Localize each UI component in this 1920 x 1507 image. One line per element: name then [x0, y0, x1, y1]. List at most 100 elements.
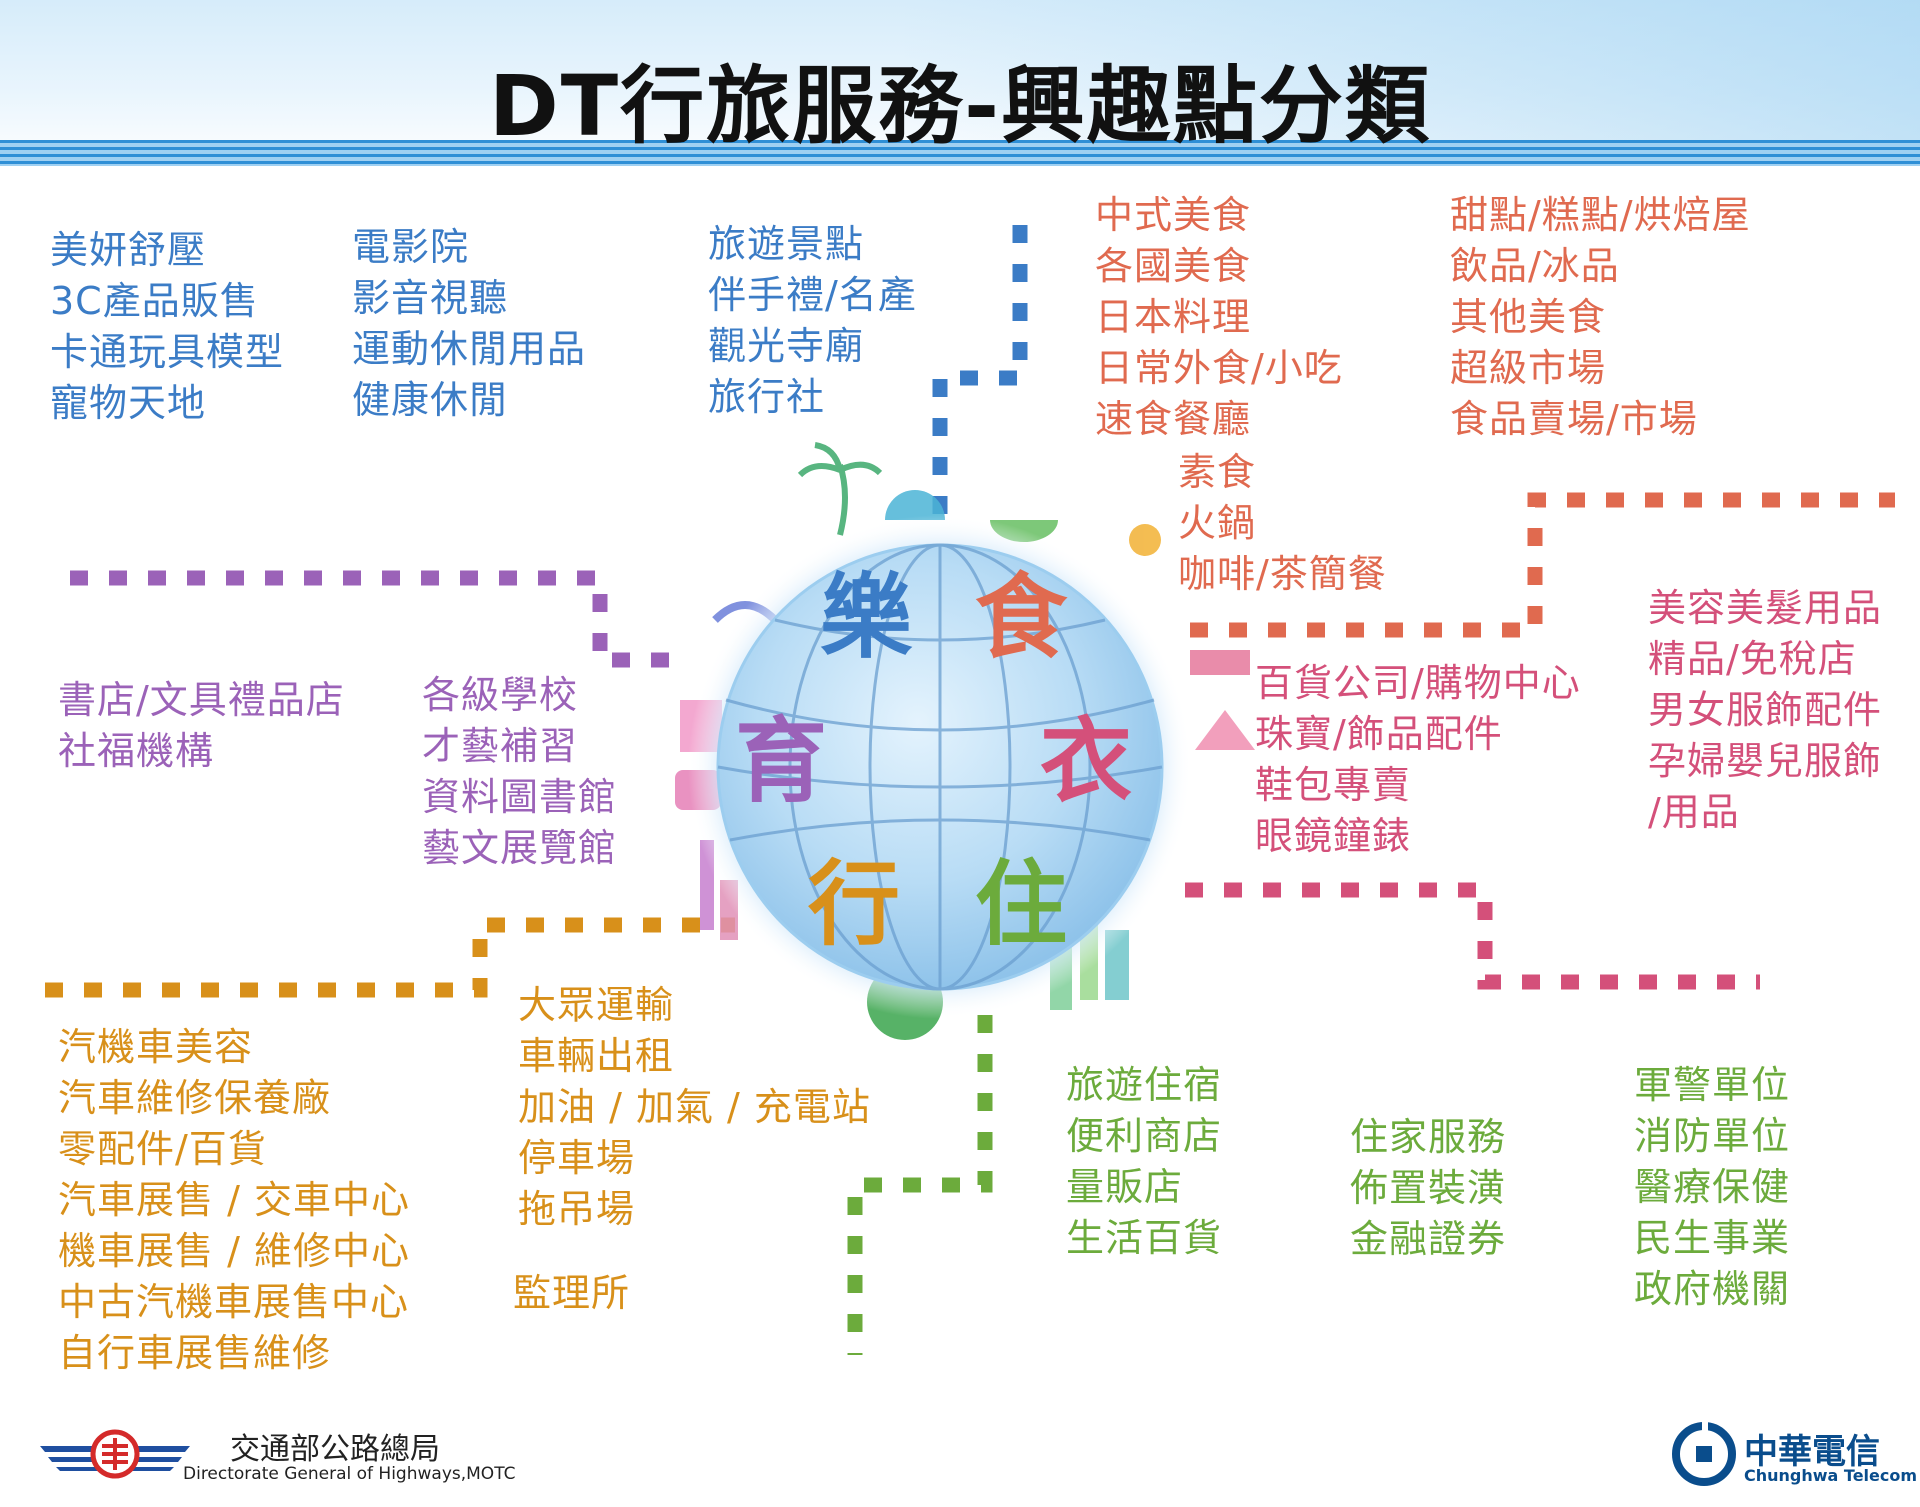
category-item: 健康休閒 — [352, 378, 509, 422]
category-item: 3C產品販售 — [50, 279, 259, 323]
category-item: 政府機關 — [1634, 1267, 1791, 1311]
connector-green — [847, 1015, 993, 1355]
category-item: 精品/免稅店 — [1648, 637, 1857, 681]
category-item: 住家服務 — [1350, 1115, 1507, 1159]
category-item: 火鍋 — [1178, 501, 1257, 545]
category-item: 美容美髮用品 — [1648, 586, 1883, 630]
category-item: 電影院 — [352, 225, 470, 269]
category-item: 卡通玩具模型 — [50, 330, 285, 374]
chunghwa-telecom-logo: 中華電信 Chunghwa Telecom — [1672, 1422, 1917, 1490]
category-item: 旅遊景點 — [708, 222, 865, 266]
category-item: 才藝補習 — [422, 724, 579, 768]
category-item: 運動休閒用品 — [352, 327, 587, 371]
category-item: 超級市場 — [1450, 346, 1607, 390]
category-item: 甜點/糕點/烘焙屋 — [1450, 193, 1751, 237]
shoe-icon — [1190, 650, 1250, 675]
category-item: 影音視聽 — [352, 276, 509, 320]
category-item: 旅遊住宿 — [1066, 1063, 1223, 1107]
category-item: 加油 / 加氣 / 充電站 — [518, 1085, 871, 1129]
category-item: 汽車展售 / 交車中心 — [58, 1178, 410, 1222]
category-item: 藝文展覽館 — [422, 826, 618, 870]
page-title: DT行旅服務-興趣點分類 — [489, 57, 1431, 155]
category-item: 消防單位 — [1634, 1114, 1791, 1158]
category-item: 觀光寺廟 — [708, 324, 865, 368]
shi-list-1b: 素食火鍋咖啡/茶簡餐 — [1178, 447, 1387, 600]
chunghwa-name-zh: 中華電信 — [1744, 1432, 1880, 1472]
category-item: 中式美食 — [1095, 193, 1252, 237]
category-item: 金融證券 — [1350, 1217, 1507, 1261]
connector-red — [1190, 492, 1895, 638]
category-item: 生活百貨 — [1066, 1216, 1223, 1260]
yi-list-1: 百貨公司/購物中心 珠寶/飾品配件 鞋包專賣 眼鏡鐘錶 — [1255, 658, 1581, 862]
xing-list-1: 汽機車美容汽車維修保養廠 零配件/百貨汽車展售 / 交車中心 機車展售 / 維修中心… — [58, 1022, 410, 1379]
category-item: 日常外食/小吃 — [1095, 346, 1343, 390]
xing-item-dmv: 監理所 — [513, 1271, 631, 1315]
category-item: 量販店 — [1066, 1165, 1184, 1209]
umbrella-icon — [885, 490, 945, 520]
category-item: 社福機構 — [58, 729, 215, 773]
globe-char-zhu: 住 — [975, 851, 1068, 958]
palm-tree-icon — [797, 442, 883, 536]
category-item: 飲品/冰品 — [1450, 244, 1620, 288]
category-item: 機車展售 / 維修中心 — [58, 1229, 410, 1273]
category-item: 食品賣場/市場 — [1450, 397, 1698, 441]
category-item: 車輛出租 — [518, 1034, 675, 1078]
category-item: 男女服飾配件 — [1648, 688, 1883, 732]
category-item: 咖啡/茶簡餐 — [1178, 552, 1387, 596]
category-item: 旅行社 — [708, 375, 826, 419]
category-item: 眼鏡鐘錶 — [1255, 814, 1412, 858]
category-item: 伴手禮/名產 — [708, 273, 917, 317]
category-item: 寵物天地 — [50, 381, 207, 425]
globe-parallel — [717, 765, 1163, 789]
xing-list-2: 大眾運輸車輛出租加油 / 加氣 / 充電站 停車場拖吊場 — [518, 980, 871, 1235]
dress-icon — [1195, 710, 1255, 750]
category-item: 孕婦嬰兒服飾 — [1648, 739, 1883, 783]
category-item: 醫療保健 — [1634, 1165, 1791, 1209]
category-item: 汽機車美容 — [58, 1025, 254, 1069]
highway-emblem-icon — [40, 1429, 190, 1479]
globe-char-yu: 育 — [735, 708, 828, 815]
category-item: 美妍舒壓 — [50, 228, 207, 272]
category-item: 各國美食 — [1095, 244, 1252, 288]
zhu-list-1: 旅遊住宿便利商店量販店生活百貨 — [1066, 1060, 1222, 1264]
category-item: 佈置裝潢 — [1350, 1166, 1507, 1210]
le-list-1: 美妍舒壓 3C產品販售 卡通玩具模型 寵物天地 — [50, 225, 284, 429]
category-item: 鞋包專賣 — [1255, 763, 1412, 807]
globe-parallel — [729, 818, 1151, 842]
category-item: 中古汽機車展售中心 — [58, 1280, 410, 1324]
category-item: 自行車展售維修 — [58, 1331, 332, 1375]
globe-parallel — [774, 618, 1106, 642]
highway-bureau-name-en: Directorate General of Highways,MOTC — [183, 1464, 516, 1484]
highway-bureau-name-zh: 交通部公路總局 — [230, 1432, 440, 1467]
le-list-2: 電影院影音視聽運動休閒用品 健康休閒 — [352, 222, 586, 426]
le-list-3: 旅遊景點伴手禮/名產 觀光寺廟旅行社 — [708, 219, 917, 423]
category-item: 其他美食 — [1450, 295, 1607, 339]
category-item: 各級學校 — [422, 673, 579, 717]
category-item: 零配件/百貨 — [58, 1127, 267, 1171]
category-item: 素食 — [1178, 450, 1257, 494]
category-item: 便利商店 — [1066, 1114, 1223, 1158]
category-item: 民生事業 — [1634, 1216, 1791, 1260]
chunghwa-name-en: Chunghwa Telecom — [1744, 1466, 1918, 1485]
globe-char-yi: 衣 — [1040, 708, 1133, 815]
category-item: 拖吊場 — [518, 1187, 636, 1231]
category-item: 汽車維修保養廠 — [58, 1076, 332, 1120]
header-swoosh — [900, 0, 1920, 140]
category-item: 書店/文具禮品店 — [58, 678, 345, 722]
sun-icon — [1129, 524, 1161, 556]
globe-char-le: 樂 — [820, 564, 913, 671]
yu-list-1: 書店/文具禮品店 社福機構 — [58, 675, 345, 777]
shi-list-1: 中式美食 各國美食 日本料理 日常外食/小吃 速食餐廳 — [1095, 190, 1343, 445]
category-item: 軍警單位 — [1634, 1063, 1791, 1107]
category-item: 日本料理 — [1095, 295, 1252, 339]
yi-list-2: 美容美髮用品 精品/免稅店 男女服飾配件 孕婦嬰兒服飾/用品 — [1648, 583, 1882, 838]
connector-orange — [45, 917, 735, 998]
zhu-list-3: 軍警單位消防單位醫療保健民生事業政府機關 — [1634, 1060, 1790, 1315]
category-item: 珠寶/飾品配件 — [1255, 712, 1503, 756]
globe-parallel — [725, 698, 1155, 732]
category-item: 停車場 — [518, 1136, 636, 1180]
category-item: 大眾運輸 — [518, 983, 675, 1027]
chunghwa-emblem-icon — [1672, 1422, 1736, 1486]
